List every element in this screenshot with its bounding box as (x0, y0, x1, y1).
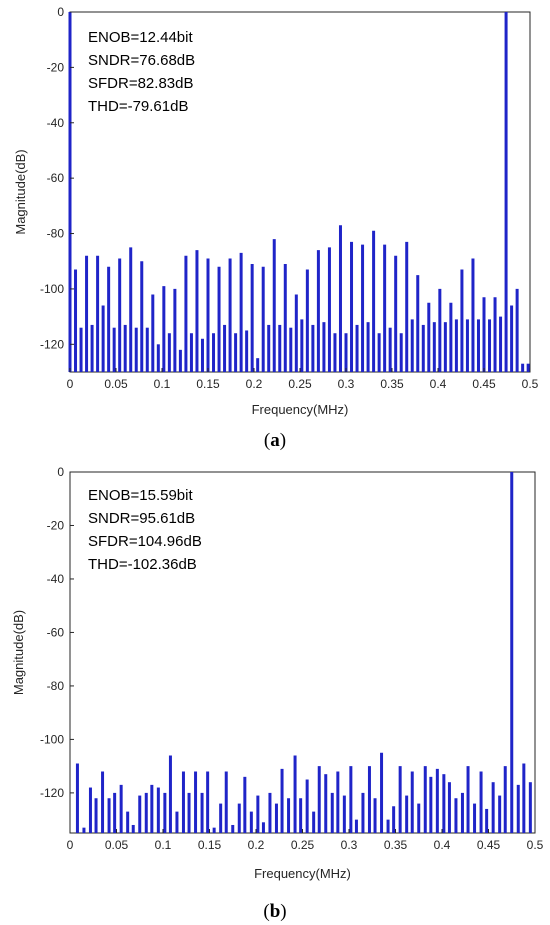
x-tick-label: 0.5 (522, 377, 539, 391)
y-tick-label: -120 (40, 786, 64, 800)
x-tick-label: 0.3 (338, 377, 355, 391)
x-tick-label: 0.15 (198, 838, 222, 852)
panel-caption: (a) (264, 430, 286, 451)
chart-b: 0 0.05 0.1 0.15 0.2 0.25 0.3 0.35 0.4 0.45 0.5 0 -20… (11, 465, 544, 922)
metric-annotation: ENOB=15.59bit (88, 487, 193, 504)
x-tick-label: 0.5 (527, 838, 544, 852)
x-tick-label: 0.4 (434, 838, 451, 852)
metric-annotation: SFDR=104.96dB (88, 533, 202, 550)
x-tick-label: 0 (67, 377, 74, 391)
y-tick-label: -20 (47, 518, 65, 532)
x-axis-label: Frequency(MHz) (254, 866, 351, 881)
x-tick-label: 0.35 (384, 838, 408, 852)
chart-panel-a: 0 0.05 0.1 0.15 0.2 0.25 0.3 0.35 0.4 0.45 0.5 0 -20… (0, 0, 550, 455)
x-axis-label: Frequency(MHz) (252, 402, 349, 417)
x-tick-label: 0.35 (380, 377, 404, 391)
x-tick-label: 0.2 (248, 838, 265, 852)
chart-panel-b: 0 0.05 0.1 0.15 0.2 0.25 0.3 0.35 0.4 0.45 0.5 0 -20… (0, 460, 550, 925)
x-tick-label: 0.05 (105, 838, 129, 852)
x-tick-label: 0.05 (104, 377, 128, 391)
metric-annotation: THD=-79.61dB (88, 98, 188, 115)
chart-a: 0 0.05 0.1 0.15 0.2 0.25 0.3 0.35 0.4 0.45 0.5 0 -20… (13, 5, 539, 451)
x-tick-label: 0 (67, 838, 74, 852)
y-tick-label: -100 (40, 732, 64, 746)
y-tick-label: -120 (40, 337, 64, 351)
x-tick-label: 0.2 (246, 377, 263, 391)
metric-annotation: SFDR=82.83dB (88, 75, 193, 92)
y-tick-label: -60 (47, 625, 65, 639)
x-tick-label: 0.45 (472, 377, 496, 391)
metric-annotation: SNDR=76.68dB (88, 52, 195, 69)
x-tick-label: 0.4 (430, 377, 447, 391)
metric-annotation: ENOB=12.44bit (88, 29, 193, 46)
y-axis-label: Magnitude(dB) (11, 610, 26, 695)
y-tick-label: -80 (47, 679, 65, 693)
panel-caption: (b) (263, 901, 286, 922)
metric-annotation: THD=-102.36dB (88, 556, 197, 573)
x-tick-label: 0.15 (196, 377, 220, 391)
y-tick-label: -40 (47, 572, 65, 586)
x-tick-label: 0.3 (341, 838, 358, 852)
y-tick-label: -40 (47, 116, 65, 130)
y-tick-label: -20 (47, 60, 65, 74)
y-tick-label: 0 (57, 465, 64, 479)
y-tick-label: 0 (57, 5, 64, 19)
y-tick-label: -80 (47, 227, 65, 241)
metric-annotation: SNDR=95.61dB (88, 510, 195, 527)
x-tick-label: 0.45 (477, 838, 501, 852)
x-tick-label: 0.1 (154, 377, 171, 391)
y-axis-label: Magnitude(dB) (13, 149, 28, 234)
x-tick-label: 0.25 (291, 838, 315, 852)
y-tick-label: -100 (40, 282, 64, 296)
y-tick-label: -60 (47, 171, 65, 185)
x-tick-label: 0.1 (155, 838, 172, 852)
x-tick-label: 0.25 (288, 377, 312, 391)
